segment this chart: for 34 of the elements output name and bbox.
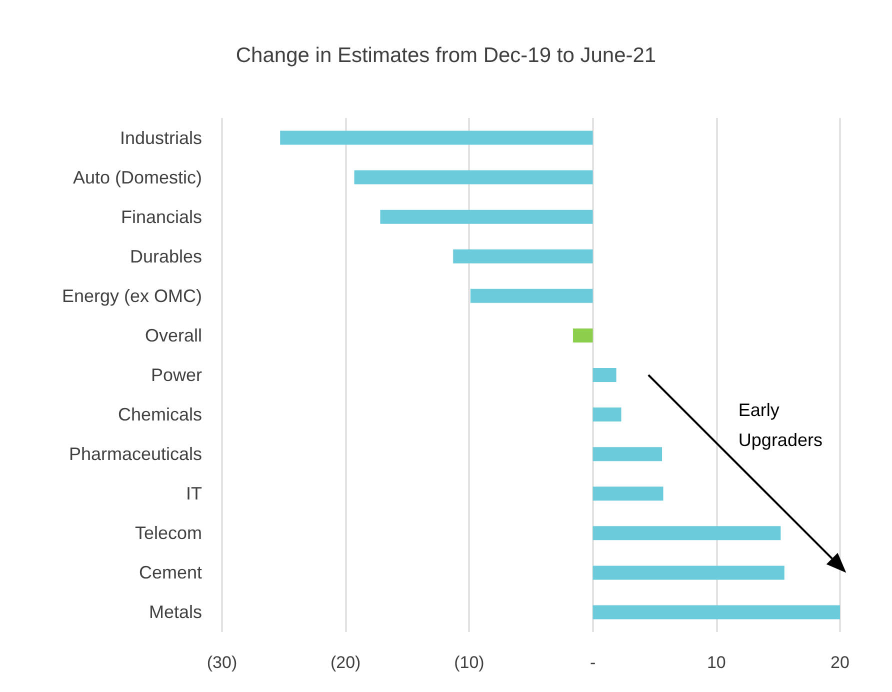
y-tick-label: Durables bbox=[130, 246, 202, 266]
chart-title: Change in Estimates from Dec-19 to June-21 bbox=[236, 44, 656, 67]
bar bbox=[592, 447, 662, 462]
y-tick-label: Chemicals bbox=[118, 404, 202, 425]
y-tick-label: Telecom bbox=[134, 523, 202, 544]
y-tick-label: IT bbox=[186, 484, 202, 504]
bar bbox=[470, 288, 593, 303]
bar bbox=[280, 130, 593, 145]
bar bbox=[592, 605, 840, 620]
y-tick-label: Financials bbox=[120, 206, 202, 227]
bar bbox=[592, 486, 664, 501]
bar bbox=[380, 210, 593, 224]
x-tick-label: 20 bbox=[830, 653, 850, 672]
y-tick-label: Cement bbox=[138, 562, 202, 583]
x-tick-label: 10 bbox=[706, 653, 726, 672]
bar bbox=[592, 408, 622, 422]
annotation: Early Upgraders bbox=[738, 400, 822, 450]
x-tick-label: (30) bbox=[206, 653, 238, 672]
x-tick-label: (10) bbox=[454, 653, 484, 672]
y-tick-label: Auto (Domestic) bbox=[72, 167, 202, 188]
bar bbox=[592, 526, 781, 540]
y-tick-label: Metals bbox=[148, 602, 202, 622]
bar bbox=[354, 170, 593, 184]
bar bbox=[573, 328, 593, 342]
y-tick-label: Power bbox=[150, 365, 202, 385]
x-tick-label: - bbox=[590, 653, 596, 672]
bar bbox=[592, 368, 616, 382]
y-tick-label: Overall bbox=[144, 325, 202, 346]
y-tick-label: Pharmaceuticals bbox=[68, 444, 202, 464]
y-tick-label: Industrials bbox=[120, 128, 202, 148]
y-tick-label: Energy (ex OMC) bbox=[62, 286, 202, 306]
bar bbox=[453, 249, 593, 264]
bar bbox=[592, 566, 784, 580]
x-tick-label: (20) bbox=[330, 653, 361, 672]
